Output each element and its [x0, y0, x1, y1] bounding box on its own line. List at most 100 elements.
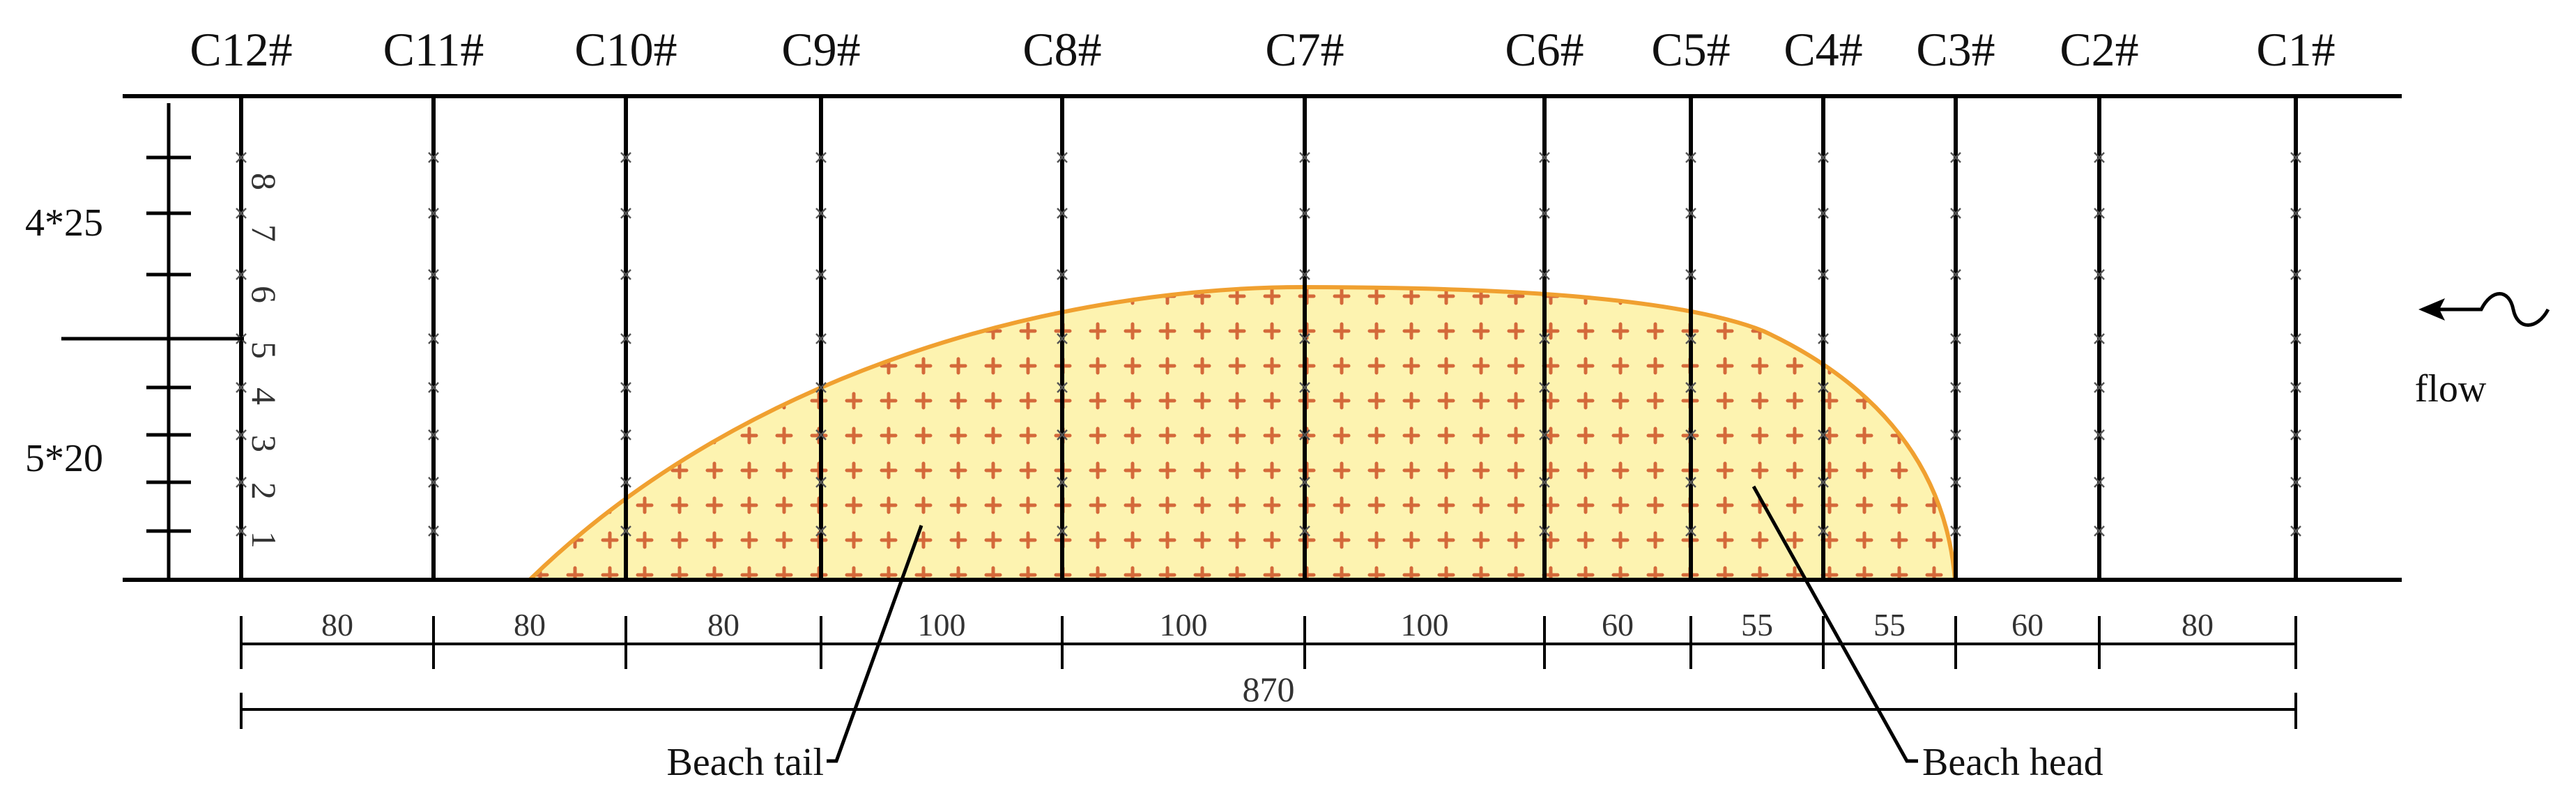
- left-dimension-bar: 4*25 5*20: [25, 103, 244, 580]
- spacing-label-c9-c8: 100: [918, 607, 966, 643]
- measure-point-c4-5: [1818, 333, 1829, 344]
- section-label-c1: C1#: [2256, 23, 2335, 76]
- flow-arrowhead-icon: [2418, 298, 2445, 321]
- measure-point-c9-6: [815, 269, 827, 280]
- measure-point-c11-2: [428, 477, 439, 488]
- measure-point-c2-4: [2094, 382, 2105, 393]
- point-label-4: 4: [245, 387, 284, 405]
- total-length-label: 870: [1243, 670, 1295, 709]
- measure-point-c12-7: [236, 208, 247, 219]
- measure-point-c9-8: [815, 152, 827, 163]
- measure-point-c3-6: [1950, 269, 1961, 280]
- measure-point-c6-8: [1539, 152, 1550, 163]
- measure-point-c1-1: [2290, 525, 2301, 537]
- measure-point-c2-2: [2094, 477, 2105, 488]
- measure-point-c7-3: [1299, 429, 1310, 440]
- measure-point-c9-3: [815, 429, 827, 440]
- section-label-c5: C5#: [1651, 23, 1730, 76]
- measure-point-c12-8: [236, 152, 247, 163]
- flow-indicator: flow: [2415, 292, 2550, 410]
- point-label-1: 1: [245, 531, 284, 548]
- spacing-label-c2-c1: 80: [2182, 607, 2214, 643]
- measure-point-c4-6: [1818, 269, 1829, 280]
- section-label-c2: C2#: [2060, 23, 2138, 76]
- measure-point-c10-1: [620, 525, 631, 537]
- measure-point-c10-7: [620, 208, 631, 219]
- measure-point-c3-1: [1950, 525, 1961, 537]
- measure-point-c8-3: [1057, 429, 1068, 440]
- measure-point-c11-3: [428, 429, 439, 440]
- section-label-c11: C11#: [383, 23, 484, 76]
- section-label-c12: C12#: [190, 23, 292, 76]
- point-label-8: 8: [245, 173, 284, 190]
- measure-point-c3-8: [1950, 152, 1961, 163]
- lower-spacing-label: 5*20: [25, 437, 103, 480]
- measure-point-c7-4: [1299, 382, 1310, 393]
- measure-point-c7-1: [1299, 525, 1310, 537]
- measure-point-c1-4: [2290, 382, 2301, 393]
- measure-point-c11-6: [428, 269, 439, 280]
- spacing-label-c10-c9: 80: [707, 607, 739, 643]
- measure-point-c9-1: [815, 525, 827, 537]
- measure-point-c8-2: [1057, 477, 1068, 488]
- measure-point-c9-4: [815, 382, 827, 393]
- measure-point-c5-1: [1685, 525, 1696, 537]
- measure-point-c5-4: [1685, 382, 1696, 393]
- measure-point-c4-3: [1818, 429, 1829, 440]
- measure-point-c11-4: [428, 382, 439, 393]
- flow-label: flow: [2415, 367, 2487, 410]
- measure-point-c2-3: [2094, 429, 2105, 440]
- measure-point-c3-5: [1950, 333, 1961, 344]
- measure-point-c8-8: [1057, 152, 1068, 163]
- section-label-c8: C8#: [1022, 23, 1101, 76]
- point-label-3: 3: [245, 435, 284, 452]
- measure-point-c1-2: [2290, 477, 2301, 488]
- measure-point-c11-8: [428, 152, 439, 163]
- point-label-6: 6: [245, 286, 284, 303]
- measure-point-c12-1: [236, 525, 247, 537]
- spacing-label-c3-c2: 60: [2011, 607, 2044, 643]
- measure-point-c1-3: [2290, 429, 2301, 440]
- measure-point-c9-5: [815, 333, 827, 344]
- measure-point-c8-1: [1057, 525, 1068, 537]
- measure-point-c2-8: [2094, 152, 2105, 163]
- measure-point-c7-5: [1299, 333, 1310, 344]
- section-label-c3: C3#: [1916, 23, 1995, 76]
- spacing-label-c4-c3: 55: [1873, 607, 1906, 643]
- measure-point-c5-8: [1685, 152, 1696, 163]
- measure-point-c11-1: [428, 525, 439, 537]
- measure-point-c1-6: [2290, 269, 2301, 280]
- measure-point-c6-6: [1539, 269, 1550, 280]
- measure-point-c2-5: [2094, 333, 2105, 344]
- measure-point-c5-6: [1685, 269, 1696, 280]
- measure-point-c6-1: [1539, 525, 1550, 537]
- measure-point-c6-3: [1539, 429, 1550, 440]
- point-label-7: 7: [245, 224, 284, 242]
- measure-point-c11-7: [428, 208, 439, 219]
- measure-point-c1-5: [2290, 333, 2301, 344]
- measure-point-c2-1: [2094, 525, 2105, 537]
- measure-point-c5-3: [1685, 429, 1696, 440]
- sediment-beach-region: [524, 284, 1958, 582]
- measure-point-c3-3: [1950, 429, 1961, 440]
- measure-point-c10-6: [620, 269, 631, 280]
- measure-point-c1-7: [2290, 208, 2301, 219]
- beach-head-label: Beach head: [1922, 741, 2103, 784]
- upper-spacing-label: 4*25: [25, 201, 103, 245]
- measure-point-c8-5: [1057, 333, 1068, 344]
- section-label-c10: C10#: [574, 23, 677, 76]
- measure-point-c10-4: [620, 382, 631, 393]
- measure-point-c3-7: [1950, 208, 1961, 219]
- measure-point-c4-8: [1818, 152, 1829, 163]
- measure-point-c7-7: [1299, 208, 1310, 219]
- section-label-c4: C4#: [1784, 23, 1862, 76]
- measure-point-c8-6: [1057, 269, 1068, 280]
- measure-point-c1-8: [2290, 152, 2301, 163]
- measure-point-c7-8: [1299, 152, 1310, 163]
- measure-point-c10-3: [620, 429, 631, 440]
- point-label-2: 2: [245, 482, 284, 500]
- measure-point-c6-7: [1539, 208, 1550, 219]
- measure-point-c6-2: [1539, 477, 1550, 488]
- measure-point-c2-6: [2094, 269, 2105, 280]
